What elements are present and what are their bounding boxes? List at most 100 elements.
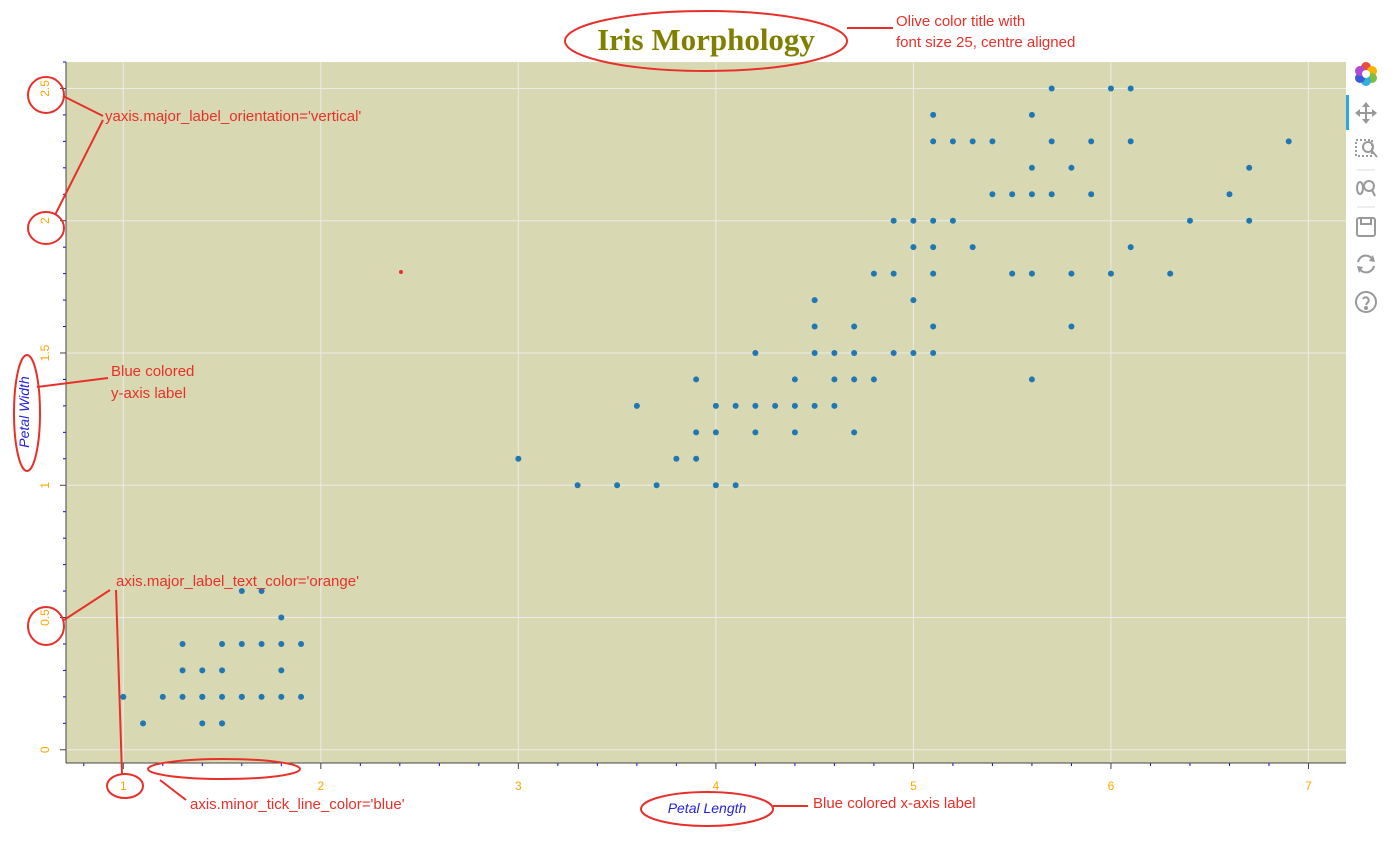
data-point — [1088, 138, 1095, 145]
data-point — [910, 349, 917, 356]
data-point — [693, 455, 700, 462]
data-point — [831, 349, 838, 356]
data-point — [712, 429, 719, 436]
data-point — [752, 349, 759, 356]
data-point — [278, 693, 285, 700]
data-point — [989, 191, 996, 198]
data-point — [278, 667, 285, 674]
y-tick-label: 0.5 — [38, 609, 52, 626]
wheel-zoom-icon[interactable] — [1356, 180, 1376, 197]
data-point — [673, 455, 680, 462]
data-point — [930, 217, 937, 224]
data-point — [574, 482, 581, 489]
data-point — [1186, 217, 1193, 224]
reset-icon[interactable] — [1357, 254, 1375, 274]
ytick-2-ellipse — [27, 211, 65, 245]
pan-icon[interactable] — [1355, 102, 1377, 124]
data-point — [732, 482, 739, 489]
data-point — [791, 402, 798, 409]
ylabel-note-line2: y-axis label — [111, 385, 186, 402]
data-point — [1028, 111, 1035, 118]
data-point — [1048, 138, 1055, 145]
data-point — [811, 323, 818, 330]
data-point — [199, 667, 206, 674]
data-point — [811, 349, 818, 356]
data-point — [693, 429, 700, 436]
data-point — [910, 244, 917, 251]
data-point — [199, 720, 206, 727]
data-point — [199, 693, 206, 700]
xtick-1-ellipse — [106, 773, 144, 799]
minor-tick-ellipse — [147, 758, 301, 780]
data-point — [831, 402, 838, 409]
data-point — [238, 693, 245, 700]
x-axis-label: Petal Length — [668, 800, 747, 816]
data-point — [851, 429, 858, 436]
xlabel-note: Blue colored x-axis label — [813, 795, 976, 812]
data-point — [791, 376, 798, 383]
data-point — [1009, 270, 1016, 277]
data-point — [1246, 164, 1253, 171]
data-point — [969, 244, 976, 251]
data-point — [712, 402, 719, 409]
data-point — [1226, 191, 1233, 198]
data-point — [1048, 85, 1055, 92]
annotation-lines — [36, 27, 893, 807]
data-point — [298, 640, 305, 647]
data-point — [614, 482, 621, 489]
ylabel-note-line1: Blue colored — [111, 363, 194, 380]
x-tick-label: 5 — [910, 779, 917, 793]
help-icon[interactable] — [1355, 291, 1377, 313]
yaxis-orientation-note: yaxis.major_label_orientation='vertical' — [105, 108, 361, 125]
data-point — [258, 640, 265, 647]
data-point — [930, 323, 937, 330]
tick-color-note: axis.major_label_text_color='orange' — [116, 573, 359, 590]
bokeh-logo-icon[interactable] — [1355, 62, 1377, 86]
data-point — [851, 323, 858, 330]
data-point — [179, 640, 186, 647]
ytick-2.5-ellipse — [27, 76, 65, 114]
data-point — [969, 138, 976, 145]
box-zoom-icon[interactable] — [1355, 139, 1378, 158]
annotation-dot — [399, 270, 403, 274]
data-point — [1028, 191, 1035, 198]
x-tick-label: 2 — [317, 779, 324, 793]
data-point — [258, 588, 265, 595]
data-point — [890, 217, 897, 224]
x-tick-label: 3 — [515, 779, 522, 793]
data-point — [772, 402, 779, 409]
data-point — [930, 111, 937, 118]
data-point — [515, 455, 522, 462]
y-tick-label: 1 — [38, 482, 52, 489]
data-point — [851, 349, 858, 356]
data-point — [930, 270, 937, 277]
annotation-ellipses — [13, 10, 848, 827]
data-point — [1127, 244, 1134, 251]
data-point — [1068, 323, 1075, 330]
data-point — [278, 640, 285, 647]
toolbar-active-indicator — [1346, 95, 1349, 130]
data-point — [752, 402, 759, 409]
data-point — [870, 376, 877, 383]
plot-area — [66, 62, 1346, 763]
data-point — [949, 217, 956, 224]
data-point — [1127, 85, 1134, 92]
data-point — [179, 667, 186, 674]
data-point — [1068, 270, 1075, 277]
save-icon[interactable] — [1356, 217, 1376, 237]
data-point — [219, 720, 226, 727]
data-point — [930, 349, 937, 356]
data-point — [120, 693, 127, 700]
data-point — [219, 640, 226, 647]
data-point — [831, 376, 838, 383]
title-note-line2: font size 25, centre aligned — [896, 34, 1075, 51]
data-point — [910, 297, 917, 304]
y-tick-label: 1.5 — [38, 344, 52, 361]
data-point — [930, 138, 937, 145]
data-point — [1068, 164, 1075, 171]
y-tick-label: 0 — [38, 746, 52, 753]
data-point — [732, 402, 739, 409]
minor-tick-note: axis.minor_tick_line_color='blue' — [190, 796, 405, 813]
data-point — [752, 429, 759, 436]
